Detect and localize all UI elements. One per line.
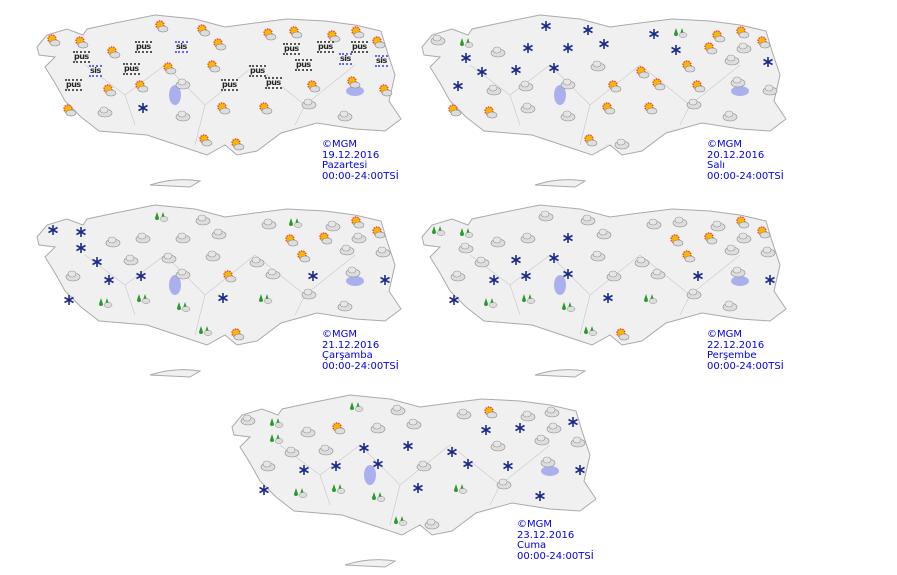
map-caption: ©MGM 21.12.2016 Çarşamba 00:00-24:00TSİ xyxy=(322,329,399,372)
copyright: ©MGM xyxy=(707,329,743,340)
turkey-map xyxy=(36,204,402,378)
forecast-period: 00:00-24:00TSİ xyxy=(517,550,594,562)
copyright: ©MGM xyxy=(517,519,553,530)
map-caption: ©MGM 23.12.2016 Cuma 00:00-24:00TSİ xyxy=(517,519,594,562)
forecast-map-panel: ©MGM 23.12.2016 Cuma 00:00-24:00TSİ xyxy=(220,385,620,575)
forecast-period: 00:00-24:00TSİ xyxy=(322,360,399,372)
forecast-day: Çarşamba xyxy=(322,350,373,361)
forecast-map-panel: ©MGM 20.12.2016 Salı 00:00-24:00TSİ xyxy=(410,5,810,195)
turkey-map xyxy=(231,394,597,568)
forecast-date: 22.12.2016 xyxy=(707,339,765,351)
map-caption: ©MGM 20.12.2016 Salı 00:00-24:00TSİ xyxy=(707,139,784,182)
forecast-day: Cuma xyxy=(517,540,547,551)
copyright: ©MGM xyxy=(707,139,743,150)
forecast-date: 21.12.2016 xyxy=(322,339,380,351)
forecast-date: 19.12.2016 xyxy=(322,149,380,161)
forecast-day: Salı xyxy=(707,160,726,171)
forecast-period: 00:00-24:00TSİ xyxy=(322,170,399,182)
forecast-map-panel: ©MGM 22.12.2016 Perşembe 00:00-24:00TSİ xyxy=(410,195,810,385)
copyright: ©MGM xyxy=(322,139,358,150)
forecast-map-panel: pus pus sis pus pus pus sis pus pus pus sis sis pus p… xyxy=(25,5,425,195)
forecast-day: Perşembe xyxy=(707,350,757,361)
forecast-map-panel: ©MGM 21.12.2016 Çarşamba 00:00-24:00TSİ xyxy=(25,195,425,385)
turkey-map xyxy=(421,14,787,188)
forecast-period: 00:00-24:00TSİ xyxy=(707,170,784,182)
turkey-map xyxy=(421,204,787,378)
copyright: ©MGM xyxy=(322,329,358,340)
forecast-day: Pazartesi xyxy=(322,160,368,171)
map-caption: ©MGM 22.12.2016 Perşembe 00:00-24:00TSİ xyxy=(707,329,784,372)
forecast-date: 23.12.2016 xyxy=(517,529,575,541)
forecast-date: 20.12.2016 xyxy=(707,149,765,161)
forecast-period: 00:00-24:00TSİ xyxy=(707,360,784,372)
turkey-map xyxy=(36,14,402,188)
map-caption: ©MGM 19.12.2016 Pazartesi 00:00-24:00TSİ xyxy=(322,139,399,182)
